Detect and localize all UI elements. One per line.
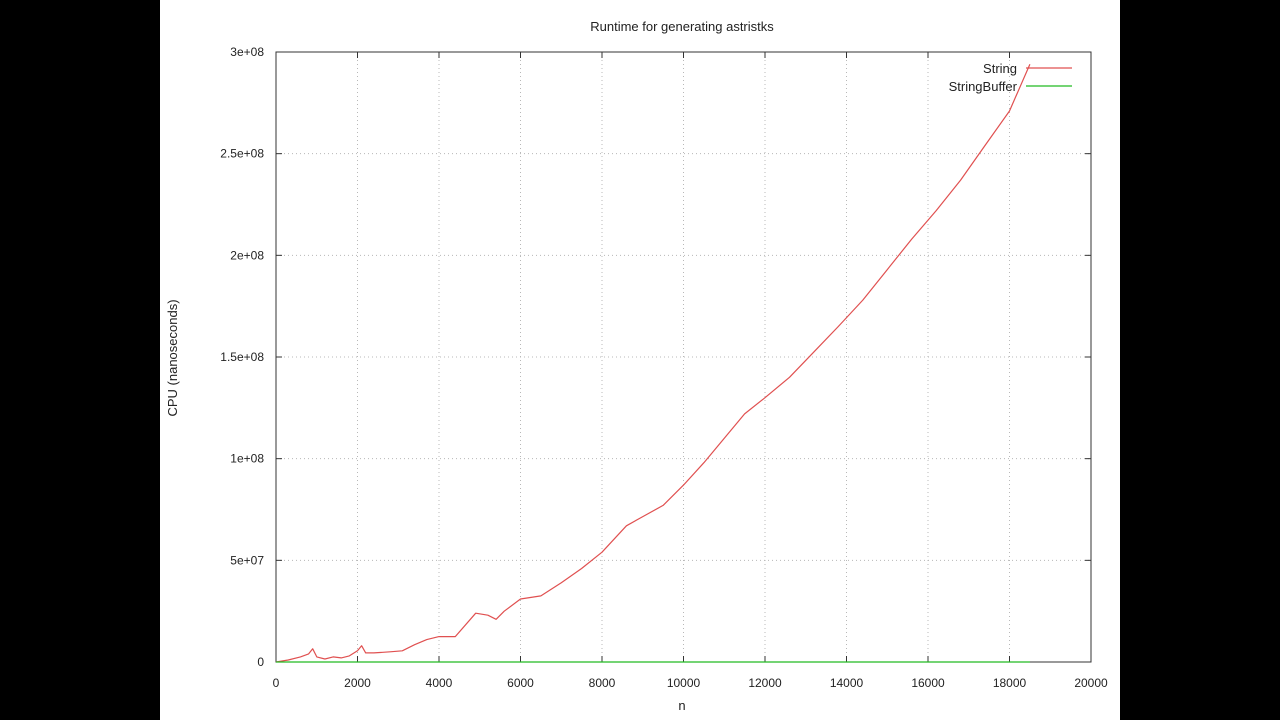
y-tick-label: 1e+08 (230, 452, 264, 466)
series-lines (275, 63, 1031, 663)
axis-ticks: 0 2000 4000 6000 8000 10000 12000 14000 16000 180… (220, 45, 1108, 690)
x-tick-label: 0 (273, 676, 280, 690)
x-axis-title: n (678, 698, 685, 713)
y-tick-label: 2e+08 (230, 248, 264, 262)
gridlines (276, 52, 1091, 662)
chart-title: Runtime for generating astristks (590, 19, 774, 34)
x-tick-label: 18000 (993, 676, 1027, 690)
series-line-string (275, 63, 1031, 663)
y-tick-label: 0 (257, 655, 264, 669)
x-tick-label: 12000 (748, 676, 782, 690)
x-tick-label: 4000 (426, 676, 453, 690)
x-tick-label: 14000 (830, 676, 864, 690)
x-tick-label: 10000 (667, 676, 701, 690)
legend-label-string: String (983, 61, 1017, 76)
y-tick-label: 2.5e+08 (220, 147, 264, 161)
x-tick-label: 20000 (1074, 676, 1108, 690)
y-tick-label: 1.5e+08 (220, 350, 264, 364)
legend: String StringBuffer (949, 61, 1072, 94)
legend-label-stringbuffer: StringBuffer (949, 79, 1018, 94)
y-axis-title: CPU (nanoseconds) (165, 299, 180, 416)
y-tick-label: 3e+08 (230, 45, 264, 59)
y-tick-label: 5e+07 (230, 553, 264, 567)
x-tick-label: 2000 (344, 676, 371, 690)
plot-frame: Runtime for generating astristks 0 2000 40… (160, 0, 1120, 720)
x-tick-label: 8000 (589, 676, 616, 690)
line-chart: Runtime for generating astristks 0 2000 40… (165, 19, 1108, 713)
x-tick-label: 16000 (911, 676, 945, 690)
x-tick-label: 6000 (507, 676, 534, 690)
